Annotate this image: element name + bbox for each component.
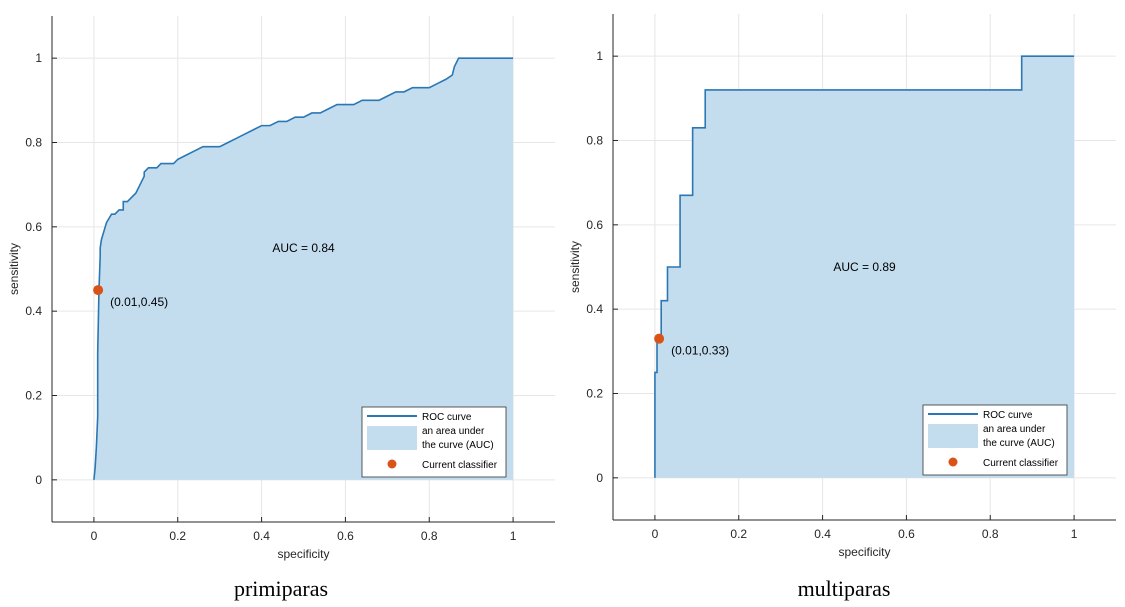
y-tick-label: 1	[596, 49, 603, 63]
legend-label-auc-line1: an area under	[983, 424, 1046, 435]
y-tick-label: 0.2	[586, 387, 603, 401]
x-tick-label: 0.4	[814, 527, 831, 541]
classifier-point-label: (0.01,0.45)	[110, 295, 168, 309]
roc-plot-primiparas: 0 0.2 0.4 0.6 0.8 1 0 0.2 0.4 0.6 0.8 1 specificity s…	[7, 16, 555, 561]
x-tick-label: 0	[652, 527, 659, 541]
x-axis-title: specificity	[838, 545, 890, 559]
auc-label: AUC = 0.89	[833, 260, 896, 274]
legend-label-auc-line2: the curve (AUC)	[422, 440, 494, 451]
x-tick-label: 0.2	[169, 529, 186, 543]
x-tick-label: 0.4	[253, 529, 270, 543]
legend-label-roc-curve: ROC curve	[983, 410, 1033, 421]
axes: 0 0.2 0.4 0.6 0.8 1 0 0.2 0.4 0.6 0.8 1	[25, 16, 555, 543]
legend-label-auc-line1: an area under	[422, 426, 485, 437]
x-tick-label: 0.2	[730, 527, 747, 541]
x-tick-label: 0	[91, 529, 98, 543]
legend: ROC curve an area under the curve (AUC) Cur…	[361, 406, 507, 478]
x-tick-label: 0.8	[982, 527, 999, 541]
legend-label-classifier: Current classifier	[422, 460, 498, 471]
y-tick-label: 0.2	[25, 389, 42, 403]
auc-label: AUC = 0.84	[272, 241, 335, 255]
x-tick-label: 0.8	[421, 529, 438, 543]
roc-curve-line	[654, 55, 1075, 478]
chart-panel-multiparas: 0 0.2 0.4 0.6 0.8 1 0 0.2 0.4 0.6 0.8 1 specificity s…	[563, 0, 1125, 607]
chart-caption: primiparas	[233, 576, 329, 601]
classifier-point-label: (0.01,0.33)	[671, 344, 729, 358]
legend-marker-swatch	[948, 457, 958, 467]
y-tick-label: 0.8	[25, 136, 42, 150]
classifier-point	[93, 285, 104, 296]
x-axis-title: specificity	[277, 547, 329, 561]
x-tick-label: 0.6	[337, 529, 354, 543]
chart-panel-primiparas: 0 0.2 0.4 0.6 0.8 1 0 0.2 0.4 0.6 0.8 1 specificity s…	[0, 0, 562, 607]
legend-label-roc-curve: ROC curve	[422, 412, 472, 423]
y-tick-label: 0	[35, 473, 42, 487]
auc-area	[93, 58, 514, 480]
y-tick-label: 0.8	[586, 134, 603, 148]
legend: ROC curve an area under the curve (AUC) Cur…	[922, 404, 1068, 476]
y-tick-label: 0.4	[586, 302, 603, 316]
x-tick-label: 0.6	[898, 527, 915, 541]
y-tick-label: 0.6	[25, 220, 42, 234]
roc-plot-multiparas: 0 0.2 0.4 0.6 0.8 1 0 0.2 0.4 0.6 0.8 1 specificity s…	[568, 14, 1116, 559]
legend-label-auc-line2: the curve (AUC)	[983, 438, 1055, 449]
x-tick-label: 1	[1071, 527, 1078, 541]
y-tick-label: 0.4	[25, 304, 42, 318]
chart-caption: multiparas	[797, 576, 891, 601]
y-axis-title: sensitivity	[7, 243, 21, 295]
legend-area-swatch	[928, 424, 978, 448]
legend-area-swatch	[367, 426, 417, 450]
legend-label-classifier: Current classifier	[983, 458, 1059, 469]
y-tick-label: 1	[35, 51, 42, 65]
y-axis-title: sensitivity	[568, 241, 582, 293]
y-tick-label: 0	[596, 471, 603, 485]
classifier-point	[654, 333, 665, 344]
axes: 0 0.2 0.4 0.6 0.8 1 0 0.2 0.4 0.6 0.8 1	[586, 14, 1116, 541]
auc-area	[654, 56, 1075, 478]
legend-marker-swatch	[387, 459, 397, 469]
x-tick-label: 1	[510, 529, 517, 543]
y-tick-label: 0.6	[586, 218, 603, 232]
roc-curve-line	[93, 57, 514, 480]
